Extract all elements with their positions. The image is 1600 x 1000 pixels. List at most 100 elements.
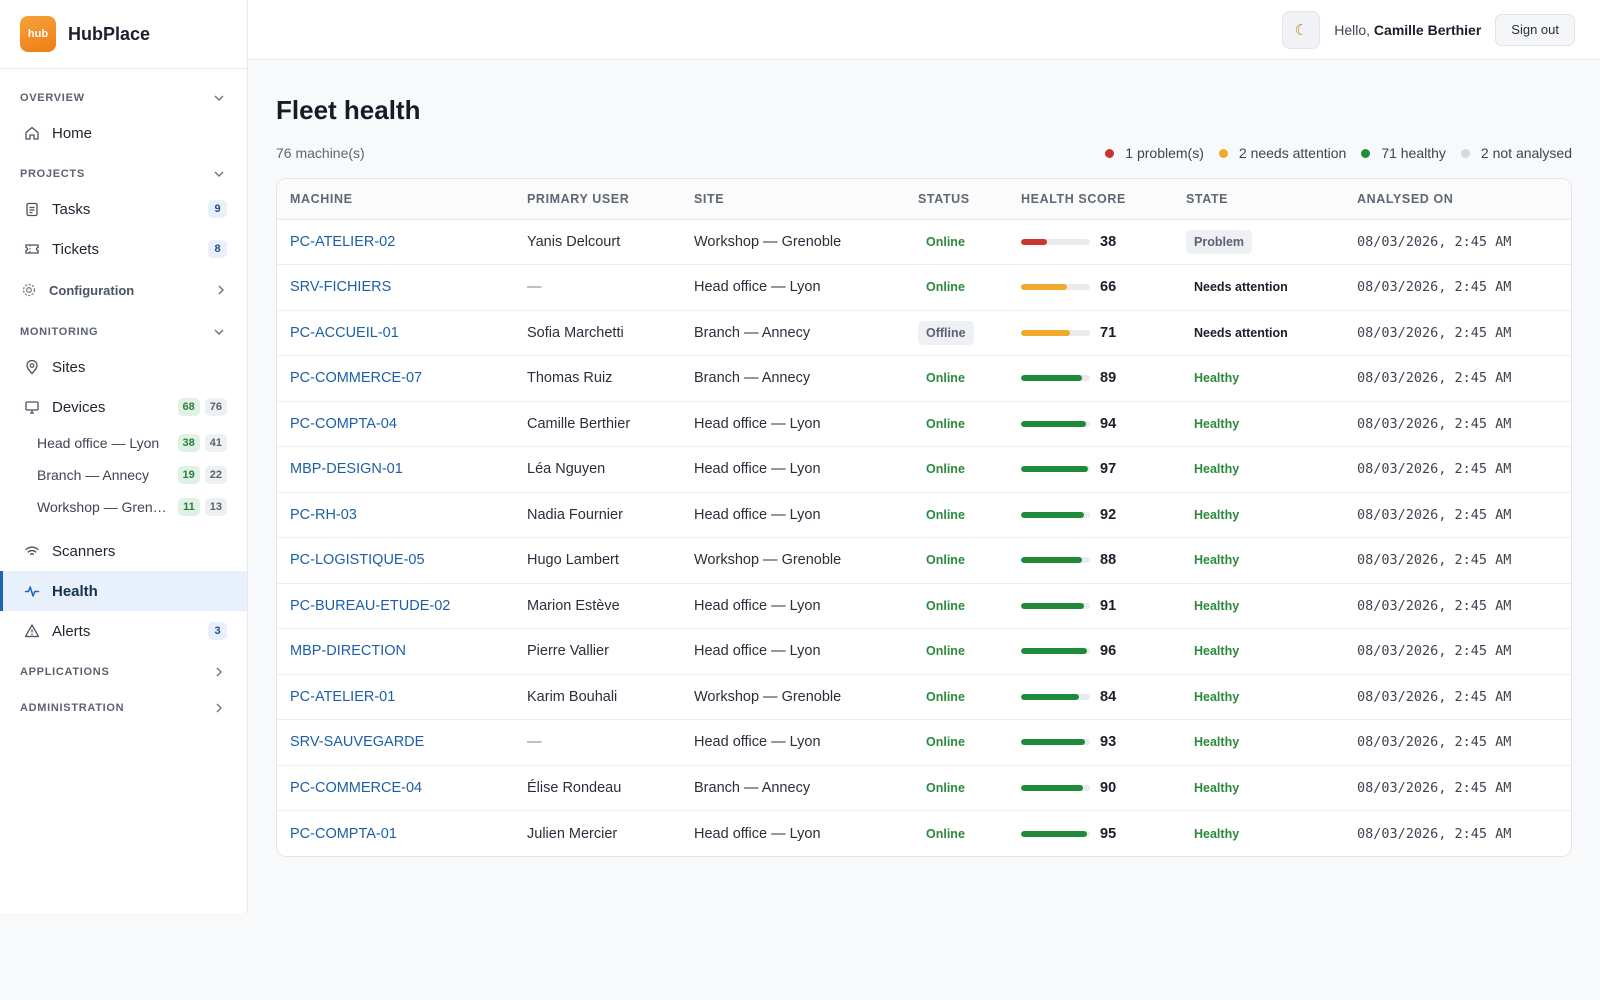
table-row[interactable]: PC-COMMERCE-07 Thomas Ruiz Branch — Annecy… xyxy=(277,355,1571,402)
health-score: 91 xyxy=(1021,598,1173,614)
table-row[interactable]: SRV-FICHIERS — Head office — Lyon Online 66 N… xyxy=(277,264,1571,311)
legend-label: 2 not analysed xyxy=(1480,145,1572,161)
table-row[interactable]: PC-BUREAU-ETUDE-02 Marion Estève Head offi… xyxy=(277,583,1571,629)
cell-analysed-on: 08/03/2026, 2:45 AM xyxy=(1344,674,1571,720)
sidebar-item-label: Home xyxy=(52,124,93,142)
primary-user: Karim Bouhali xyxy=(527,688,618,705)
sidebar-item-health[interactable]: Health xyxy=(0,571,247,611)
sidebar-subitem-site[interactable]: Workshop — Grenoble 11 13 xyxy=(0,491,247,523)
cell-machine: PC-COMPTA-04 xyxy=(277,401,514,447)
health-score-bar xyxy=(1021,238,1090,245)
analysed-timestamp: 08/03/2026, 2:45 AM xyxy=(1357,370,1512,387)
cell-analysed-on: 08/03/2026, 2:45 AM xyxy=(1344,583,1571,629)
health-score-bar xyxy=(1021,420,1090,427)
cell-status: Online xyxy=(905,674,1008,720)
cell-state: Healthy xyxy=(1173,492,1344,538)
sidebar-item-configuration[interactable]: Configuration xyxy=(0,269,247,311)
health-score: 93 xyxy=(1021,734,1173,750)
section-applications[interactable]: APPLICATIONS xyxy=(0,657,247,687)
sidebar-item-scanners[interactable]: Scanners xyxy=(0,531,247,571)
machine-link[interactable]: PC-RH-03 xyxy=(290,506,357,523)
column-header-state[interactable]: STATE xyxy=(1173,179,1344,220)
table-row[interactable]: PC-ACCUEIL-01 Sofia Marchetti Branch — Ann… xyxy=(277,310,1571,356)
health-score: 97 xyxy=(1021,461,1173,477)
cell-analysed-on: 08/03/2026, 2:45 AM xyxy=(1344,492,1571,538)
brand[interactable]: hub HubPlace xyxy=(0,0,247,69)
machine-link[interactable]: MBP-DIRECTION xyxy=(290,643,406,660)
table-row[interactable]: PC-LOGISTIQUE-05 Hugo Lambert Workshop — G… xyxy=(277,537,1571,584)
section-projects[interactable]: PROJECTS xyxy=(0,159,247,189)
theme-toggle-button[interactable]: ☾ xyxy=(1282,10,1321,49)
section-administration[interactable]: ADMINISTRATION xyxy=(0,693,247,723)
machine-link[interactable]: PC-COMMERCE-04 xyxy=(290,779,423,796)
state-badge: Needs attention xyxy=(1194,280,1288,295)
machine-link[interactable]: PC-ATELIER-02 xyxy=(290,233,396,250)
sidebar-item-label: Sites xyxy=(52,358,86,376)
subitem-label: Workshop — Grenoble xyxy=(37,499,174,515)
machine-link[interactable]: SRV-SAUVEGARDE xyxy=(290,734,425,751)
cell-analysed-on: 08/03/2026, 2:45 AM xyxy=(1344,765,1571,811)
table-row[interactable]: PC-COMPTA-04 Camille Berthier Head office … xyxy=(277,401,1571,447)
cell-health-score: 95 xyxy=(1008,811,1173,857)
table-row[interactable]: PC-COMMERCE-04 Élise Rondeau Branch — Anne… xyxy=(277,765,1571,811)
cell-status: Online xyxy=(905,628,1008,675)
machine-link[interactable]: PC-ACCUEIL-01 xyxy=(290,324,399,341)
cell-site: Head office — Lyon xyxy=(681,628,905,675)
chevron-down-icon xyxy=(213,168,225,180)
cell-state: Needs attention xyxy=(1173,310,1344,356)
sidebar-item-alerts[interactable]: Alerts 3 xyxy=(0,611,247,651)
cell-status: Online xyxy=(905,811,1008,857)
sidebar-item-tasks[interactable]: Tasks 9 xyxy=(0,189,247,229)
table-row[interactable]: PC-ATELIER-02 Yanis Delcourt Workshop — Gr… xyxy=(277,219,1571,265)
table-row[interactable]: PC-ATELIER-01 Karim Bouhali Workshop — Gre… xyxy=(277,674,1571,720)
column-header-analysed-on[interactable]: ANALYSED ON xyxy=(1344,179,1571,220)
site-name: Workshop — Grenoble xyxy=(694,552,842,569)
machine-link[interactable]: PC-COMPTA-01 xyxy=(290,825,397,842)
sign-out-button[interactable]: Sign out xyxy=(1495,13,1575,46)
cell-analysed-on: 08/03/2026, 2:45 AM xyxy=(1344,446,1571,493)
sidebar-subitem-site[interactable]: Head office — Lyon 38 41 xyxy=(0,427,247,459)
table-row[interactable]: MBP-DESIGN-01 Léa Nguyen Head office — Lyo… xyxy=(277,446,1571,493)
machine-link[interactable]: SRV-FICHIERS xyxy=(290,279,392,296)
cell-analysed-on: 08/03/2026, 2:45 AM xyxy=(1344,811,1571,857)
gear-icon xyxy=(21,282,37,298)
table-row[interactable]: PC-COMPTA-01 Julien Mercier Head office — … xyxy=(277,811,1571,857)
sidebar-item-home[interactable]: Home xyxy=(0,113,247,153)
sidebar-subitem-site[interactable]: Branch — Annecy 19 22 xyxy=(0,459,247,491)
sidebar-item-devices[interactable]: Devices 68 76 xyxy=(0,387,247,427)
machine-link[interactable]: MBP-DESIGN-01 xyxy=(290,461,403,478)
column-header-health-score[interactable]: HEALTH SCORE xyxy=(1008,179,1173,220)
column-header-status[interactable]: STATUS xyxy=(905,179,1008,220)
column-header-machine[interactable]: MACHINE xyxy=(277,179,514,220)
analysed-timestamp: 08/03/2026, 2:45 AM xyxy=(1357,688,1512,705)
section-monitoring[interactable]: MONITORING xyxy=(0,317,247,347)
machine-link[interactable]: PC-LOGISTIQUE-05 xyxy=(290,552,425,569)
cell-state: Needs attention xyxy=(1173,264,1344,311)
machine-link[interactable]: PC-COMMERCE-07 xyxy=(290,370,423,387)
table-row[interactable]: MBP-DIRECTION Pierre Vallier Head office —… xyxy=(277,628,1571,675)
section-label: OVERVIEW xyxy=(20,92,85,104)
table-row[interactable]: SRV-SAUVEGARDE — Head office — Lyon Online 9… xyxy=(277,719,1571,766)
cell-status: Online xyxy=(905,219,1008,265)
section-overview[interactable]: OVERVIEW xyxy=(0,83,247,113)
tickets-count-badge: 8 xyxy=(208,240,227,258)
health-score-fill xyxy=(1021,466,1088,473)
status-badge: Online xyxy=(926,644,965,659)
health-score-value: 95 xyxy=(1100,825,1117,842)
cell-analysed-on: 08/03/2026, 2:45 AM xyxy=(1344,219,1571,265)
cell-primary-user: Thomas Ruiz xyxy=(514,355,681,402)
column-header-site[interactable]: SITE xyxy=(681,179,905,220)
health-score: 89 xyxy=(1021,370,1173,386)
column-header-primary-user[interactable]: PRIMARY USER xyxy=(514,179,681,220)
machine-link[interactable]: PC-COMPTA-04 xyxy=(290,415,397,432)
sidebar-item-tickets[interactable]: Tickets 8 xyxy=(0,229,247,269)
sidebar-item-sites[interactable]: Sites xyxy=(0,347,247,387)
site-online-badge: 19 xyxy=(177,466,200,484)
machine-link[interactable]: PC-ATELIER-01 xyxy=(290,688,396,705)
table-row[interactable]: PC-RH-03 Nadia Fournier Head office — Lyon… xyxy=(277,492,1571,538)
sidebar-item-label: Tasks xyxy=(52,200,91,218)
site-total-badge: 22 xyxy=(204,466,227,484)
health-score: 90 xyxy=(1021,780,1173,796)
machine-link[interactable]: PC-BUREAU-ETUDE-02 xyxy=(290,597,451,614)
status-badge: Online xyxy=(926,735,965,750)
